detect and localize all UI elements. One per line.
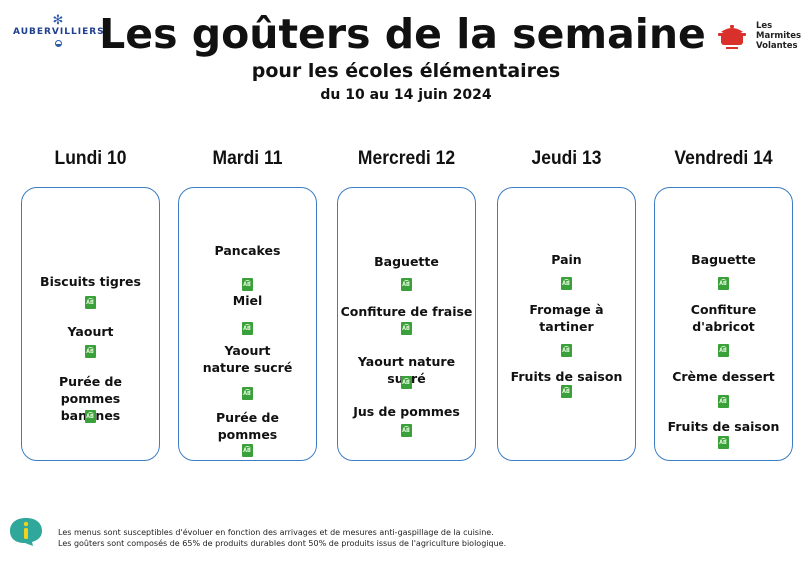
menu-item: Baguette — [374, 254, 439, 269]
day-header-monday: Lundi 10 — [54, 148, 127, 169]
day-header-thursday: Jeudi 13 — [531, 148, 602, 169]
menu-item: Fruits de saison — [510, 369, 623, 384]
footnote-line: Les goûters sont composés de 65% de prod… — [58, 539, 507, 548]
day-card-wednesday: Baguette Confiture de fraise Yaourt natu… — [337, 187, 476, 461]
menu-item: Purée de pommes — [216, 410, 279, 442]
logo-mark-icon — [54, 40, 62, 47]
menu-item: Jus de pommes — [353, 404, 460, 419]
info-bubble-icon — [10, 518, 42, 546]
footnote: Les menus sont susceptibles d'évoluer en… — [58, 527, 506, 549]
organic-label-icon — [241, 444, 253, 457]
organic-label-icon — [560, 277, 572, 290]
menu-item: Fruits de saison — [667, 419, 780, 434]
logo-line: Volantes — [756, 41, 798, 51]
menu-item: Yaourt nature sucré — [202, 343, 293, 375]
menu-item: Biscuits tigres — [40, 274, 141, 289]
organic-label-icon — [84, 410, 96, 423]
organic-label-icon — [241, 322, 253, 335]
menu-item: Pancakes — [214, 243, 281, 258]
footnote-line: Les menus sont susceptibles d'évoluer en… — [58, 528, 494, 537]
aubervilliers-logo: ✻ AUBERVILLIERS — [13, 13, 105, 47]
day-header-tuesday: Mardi 11 — [212, 148, 283, 169]
page-title: Les goûters de la semaine — [99, 10, 706, 58]
organic-label-icon — [717, 344, 729, 357]
page-subtitle: pour les écoles élémentaires — [251, 60, 561, 82]
organic-label-icon — [84, 296, 96, 309]
logo-text: AUBERVILLIERS — [13, 27, 105, 37]
organic-label-icon — [400, 424, 412, 437]
snowflake-icon: ✻ — [52, 13, 64, 28]
organic-label-icon — [560, 344, 572, 357]
organic-label-icon — [400, 322, 412, 335]
logo-line: Les — [756, 21, 773, 31]
organic-label-icon — [717, 436, 729, 449]
organic-label-icon — [400, 278, 412, 291]
menu-item: Crème dessert — [672, 369, 775, 384]
logo-line: Marmites — [756, 31, 802, 41]
organic-label-icon — [84, 345, 96, 358]
marmites-volantes-logo: Les Marmites Volantes — [716, 20, 801, 54]
day-card-monday: Biscuits tigres Yaourt Purée de pommes b… — [21, 187, 160, 461]
menu-item: Confiture de fraise — [340, 304, 473, 319]
menu-item: Pain — [551, 252, 582, 267]
cooking-pot-icon — [718, 25, 746, 49]
day-header-wednesday: Mercredi 12 — [357, 148, 456, 169]
menu-item: Miel — [232, 293, 263, 308]
menu-item: Fromage à tartiner — [529, 302, 604, 334]
menu-item: Yaourt — [67, 324, 114, 339]
day-card-friday: Baguette Confiture d'abricot Crème desse… — [654, 187, 793, 461]
organic-label-icon — [400, 376, 412, 389]
menu-item: Confiture d'abricot — [690, 302, 757, 334]
marmites-logo-text: Les Marmites Volantes — [756, 21, 801, 51]
menu-item: Baguette — [691, 252, 756, 267]
date-range: du 10 au 14 juin 2024 — [320, 87, 492, 103]
day-header-friday: Vendredi 14 — [674, 148, 773, 169]
organic-label-icon — [717, 395, 729, 408]
organic-label-icon — [241, 278, 253, 291]
menu-item: Purée de pommes bananes — [59, 374, 122, 423]
organic-label-icon — [560, 385, 572, 398]
day-card-tuesday: Pancakes Miel Yaourt nature sucré Purée … — [178, 187, 317, 461]
organic-label-icon — [717, 277, 729, 290]
day-card-thursday: Pain Fromage à tartiner Fruits de saison — [497, 187, 636, 461]
organic-label-icon — [241, 387, 253, 400]
